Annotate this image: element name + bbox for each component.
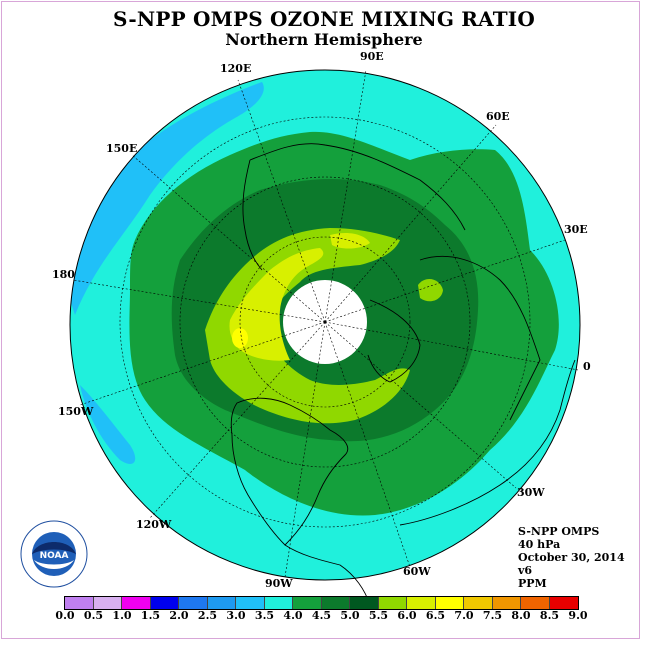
info-instrument: S-NPP OMPS [518, 525, 600, 538]
colorbar-swatch-11 [378, 597, 407, 609]
meridian-60e [324, 124, 497, 323]
colorbar-swatch-12 [407, 597, 436, 609]
lon-label-30w: 30W [517, 486, 545, 499]
lon-label-150w: 150W [58, 405, 94, 418]
meridian-150w [79, 321, 326, 406]
lon-label-90e: 90E [360, 50, 384, 63]
lon-label-90w: 90W [265, 577, 293, 590]
siberia-coast [249, 143, 466, 231]
lon-label-120w: 120W [136, 518, 172, 531]
africa-coast [399, 359, 576, 526]
colorbar-swatch-15 [492, 597, 521, 609]
svg-text:NOAA: NOAA [40, 551, 69, 561]
figure-title: S-NPP OMPS OZONE MIXING RATIO [113, 7, 535, 31]
coastlines [230, 143, 576, 606]
meridian-90e [324, 69, 367, 323]
core-band [205, 228, 410, 424]
colorbar-tick-label: 5.0 [340, 609, 360, 622]
latitude-circle-45 [179, 176, 471, 468]
colorbar-swatch-5 [207, 597, 236, 609]
low-band-east-pacific [80, 385, 136, 465]
colorbar-tick-label: 7.0 [454, 609, 474, 622]
colorbar-tick-label: 7.5 [482, 609, 503, 622]
colorbar-swatch-8 [293, 597, 322, 609]
meridian-120e [237, 79, 326, 323]
lon-label-0: 0 [583, 360, 591, 373]
figure-frame [1, 1, 640, 639]
meridian-60w [324, 321, 411, 568]
colorbar-swatch-4 [179, 597, 208, 609]
latitude-circle-60 [239, 236, 411, 408]
low-band-north-pacific [70, 82, 264, 315]
greenland-coast [367, 299, 421, 383]
europe-coast [419, 256, 541, 421]
info-block: S-NPP OMPS 40 hPa October 30, 2014 v6 PP… [518, 525, 625, 590]
colorbar-tick-label: 4.5 [311, 609, 332, 622]
colorbar-swatch-16 [521, 597, 550, 609]
colorbar-tick-label: 6.0 [397, 609, 417, 622]
colorbar-swatch-7 [264, 597, 293, 609]
colorbar-swatch-14 [464, 597, 493, 609]
colorbar-swatch-0 [65, 597, 94, 609]
max-spot [232, 328, 248, 348]
meridian-90w [284, 321, 326, 578]
latitude-circle-30 [119, 116, 531, 528]
colorbar-tick-label: 9.0 [568, 609, 588, 622]
colorbar-tick-label: 6.5 [425, 609, 446, 622]
colorbar-tick-label: 0.0 [55, 609, 75, 622]
noaa-logo: NOAA [20, 520, 88, 588]
colorbar-tick-label: 0.5 [83, 609, 104, 622]
colorbar-tick-label: 4.0 [283, 609, 303, 622]
colorbar [64, 596, 579, 610]
figure-subtitle: Northern Hemisphere [225, 30, 423, 49]
core-band-scandinavia [418, 278, 443, 302]
central-america-coast [284, 544, 371, 606]
meridian-180 [72, 279, 326, 323]
colorbar-swatch-13 [435, 597, 464, 609]
colorbar-swatch-17 [549, 597, 578, 609]
colorbar-tick-label: 8.5 [539, 609, 560, 622]
peak-band [229, 248, 324, 361]
colorbar-swatch-10 [350, 597, 379, 609]
colorbar-tick-label: 8.0 [511, 609, 531, 622]
meridians [72, 69, 579, 578]
colorbar-tick-label: 3.0 [226, 609, 246, 622]
hemisphere-boundary [69, 69, 581, 581]
info-level: 40 hPa [518, 538, 561, 551]
info-date: October 30, 2014 [518, 551, 625, 564]
lon-label-30e: 30E [564, 223, 588, 236]
info-units: PPM [518, 577, 547, 590]
ozone-field [70, 70, 580, 580]
chukotka-coast [242, 159, 263, 271]
colorbar-swatch-1 [93, 597, 122, 609]
colorbar-swatch-9 [321, 597, 350, 609]
lon-label-120e: 120E [220, 62, 252, 75]
colorbar-swatch-6 [236, 597, 265, 609]
colorbar-tick-label: 3.5 [254, 609, 275, 622]
lon-label-60e: 60E [486, 110, 510, 123]
colorbar-tick-label: 5.5 [368, 609, 389, 622]
meridian-150e [131, 154, 326, 323]
north-america-coast [230, 397, 349, 546]
colorbar-tick-label: 2.5 [197, 609, 218, 622]
info-version: v6 [518, 564, 533, 577]
meridian-0 [324, 321, 579, 371]
colorbar-tick-label: 1.5 [140, 609, 161, 622]
colorbar-swatch-2 [122, 597, 151, 609]
lon-label-180: 180 [52, 268, 75, 281]
graticule [119, 116, 531, 528]
colorbar-tick-label: 1.0 [112, 609, 132, 622]
colorbar-swatch-3 [150, 597, 179, 609]
lon-label-60w: 60W [403, 565, 431, 578]
lon-label-150e: 150E [106, 142, 138, 155]
colorbar-tick-label: 2.0 [169, 609, 189, 622]
